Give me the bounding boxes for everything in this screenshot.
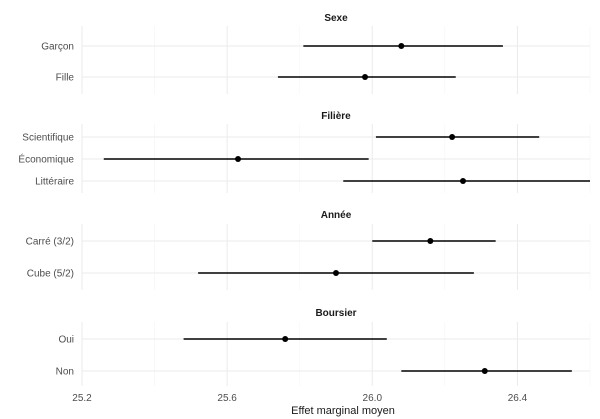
facet-panel-2: Filière Scientifique Économique Littéraire xyxy=(18,111,591,193)
point-estimate xyxy=(481,368,488,374)
x-tick-label: 26.4 xyxy=(508,393,528,404)
facet-title: Boursier xyxy=(315,308,356,319)
x-tick-label: 26.0 xyxy=(363,393,383,404)
x-axis: 25.2 25.6 26.0 26.4 xyxy=(72,393,527,404)
point-estimate xyxy=(427,238,434,244)
facet-panel-4: Boursier Oui Non xyxy=(56,308,591,386)
row-label: Scientifique xyxy=(22,133,74,144)
row-label: Carré (3/2) xyxy=(26,237,74,248)
facet-panels: Sexe Garçon Fille Filière Scientifique Économ… xyxy=(18,13,591,386)
row-label: Garçon xyxy=(41,42,74,53)
x-tick-label: 25.6 xyxy=(217,393,237,404)
facet-panel-1: Sexe Garçon Fille xyxy=(41,13,591,94)
facet-title: Année xyxy=(321,210,352,221)
row-label: Cube (5/2) xyxy=(27,269,74,280)
facet-title: Sexe xyxy=(324,13,348,24)
facet-panel-3: Année Carré (3/2) Cube (5/2) xyxy=(26,210,591,290)
point-estimate xyxy=(362,74,369,80)
point-estimate xyxy=(398,43,405,49)
row-label: Littéraire xyxy=(35,177,74,188)
row-label: Fille xyxy=(56,73,75,84)
point-estimate xyxy=(282,336,289,342)
x-axis-label: Effet marginal moyen xyxy=(291,405,395,417)
point-estimate xyxy=(460,178,466,184)
row-label: Économique xyxy=(18,153,74,166)
point-estimate xyxy=(449,134,456,140)
point-estimate xyxy=(235,156,242,162)
row-label: Oui xyxy=(58,335,74,346)
point-estimate xyxy=(333,270,339,276)
row-label: Non xyxy=(56,367,74,378)
x-tick-label: 25.2 xyxy=(72,393,92,404)
facet-title: Filière xyxy=(321,111,351,122)
